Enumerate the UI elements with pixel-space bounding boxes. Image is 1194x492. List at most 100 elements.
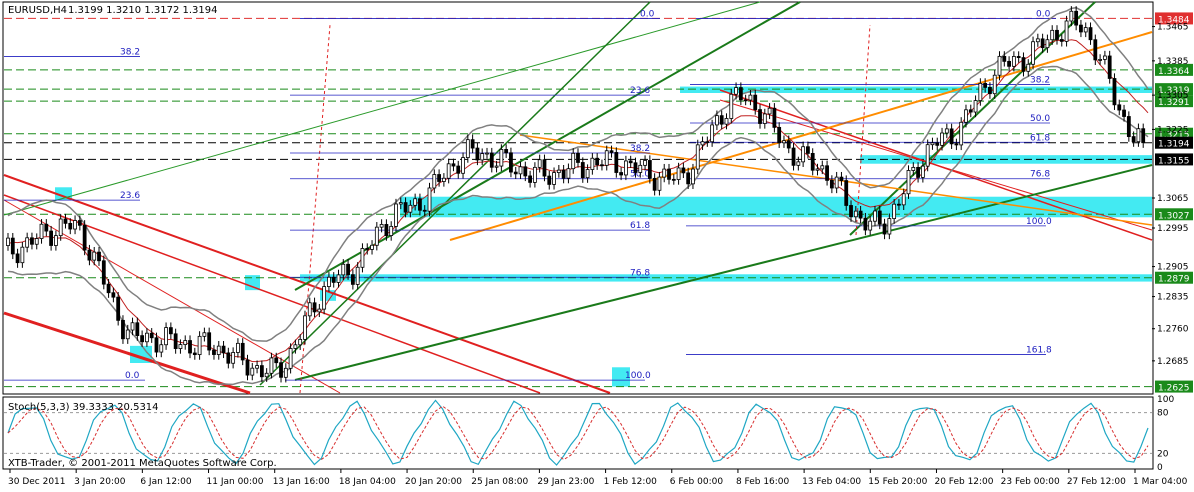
candle	[25, 237, 30, 248]
x-tick-label: 11 Jan 00:00	[207, 477, 264, 487]
candle	[44, 223, 49, 232]
candle	[1112, 78, 1117, 106]
candle	[590, 157, 595, 170]
candle	[303, 315, 307, 340]
fib-label: 50.0	[1030, 114, 1050, 124]
candle	[370, 244, 374, 250]
candle	[82, 224, 87, 251]
level-label: 1.2879	[1158, 275, 1190, 285]
candle	[1107, 55, 1112, 79]
candle	[49, 230, 54, 246]
candle	[911, 166, 916, 171]
candle	[633, 162, 638, 173]
candle	[743, 99, 748, 102]
x-tick-label: 6 Jan 12:00	[140, 477, 192, 487]
x-tick-label: 13 Jan 16:00	[273, 477, 330, 487]
trend-line	[719, 99, 1153, 231]
candle	[978, 82, 983, 101]
candle	[1117, 104, 1122, 111]
candle	[686, 172, 691, 185]
candle	[135, 322, 140, 337]
candle	[422, 209, 427, 212]
fib-label: 61.8	[1030, 133, 1050, 143]
level-badge	[1155, 63, 1193, 76]
candle	[959, 121, 964, 146]
y-tick-label: 1.3305	[1157, 91, 1189, 101]
candle	[236, 342, 240, 353]
candle	[34, 238, 39, 245]
fib-label: 61.8	[630, 221, 650, 231]
candle	[398, 202, 403, 205]
x-tick-label: 1 Mar 04:00	[1133, 477, 1188, 487]
candle	[106, 283, 111, 294]
candle	[432, 174, 437, 189]
y-tick-label: 1.2905	[1157, 263, 1189, 273]
candle	[365, 248, 370, 250]
candle	[868, 220, 873, 231]
candle	[288, 348, 293, 369]
x-tick-label: 23 Feb 00:00	[1001, 477, 1060, 487]
candle	[988, 87, 992, 95]
candle	[556, 169, 561, 173]
candle	[595, 157, 600, 166]
candle	[1026, 63, 1031, 72]
candle	[350, 274, 355, 285]
candle	[806, 146, 810, 154]
candle	[662, 168, 667, 178]
trend-line	[294, 164, 1153, 381]
candle	[638, 164, 643, 173]
candle	[518, 166, 523, 175]
y-tick-label: 1.3225	[1157, 125, 1189, 135]
candle	[480, 153, 485, 161]
stoch-axis-label: 0	[1157, 463, 1163, 473]
candle	[839, 176, 844, 181]
candle	[513, 171, 518, 175]
support-zone	[245, 275, 260, 291]
candle	[815, 168, 820, 171]
candle	[643, 160, 647, 166]
bollinger-lower	[7, 65, 1149, 386]
candle	[173, 333, 178, 349]
candle	[298, 338, 303, 346]
candle	[547, 175, 552, 185]
candle	[111, 292, 116, 298]
candle	[997, 55, 1002, 76]
candle	[10, 237, 15, 255]
candle	[58, 218, 63, 237]
candle	[528, 175, 533, 183]
candle	[274, 357, 279, 364]
candle	[269, 357, 274, 374]
candle	[949, 128, 954, 145]
candle	[758, 109, 762, 124]
x-tick-label: 29 Jan 23:00	[537, 477, 594, 487]
trend-line	[259, 1, 651, 386]
candle	[791, 147, 796, 166]
candle	[154, 337, 159, 353]
candle	[1093, 39, 1098, 61]
support-zone	[680, 86, 1152, 93]
candle	[293, 344, 298, 349]
x-tick-label: 13 Feb 04:00	[802, 477, 861, 487]
candle	[140, 335, 145, 343]
candle	[346, 263, 350, 276]
y-tick-label: 1.2835	[1157, 293, 1189, 303]
candle	[317, 308, 322, 313]
candle	[259, 365, 264, 378]
level-badge	[1155, 271, 1193, 284]
candle	[786, 140, 791, 149]
candle	[125, 329, 130, 340]
candle	[341, 263, 346, 276]
candle	[30, 237, 34, 245]
candle	[992, 74, 997, 95]
watermark: XTB-Trader, © 2001-2011 MetaQuotes Softw…	[8, 458, 277, 469]
fib-label: 23.6	[120, 191, 140, 201]
level-label: 1.2625	[1158, 384, 1190, 394]
x-tick-label: 15 Feb 20:00	[868, 477, 927, 487]
candle	[231, 352, 236, 364]
y-tick-label: 1.2760	[1157, 325, 1189, 335]
fib-label: 38.2	[1030, 75, 1050, 85]
candle	[609, 150, 614, 153]
candle	[930, 142, 935, 146]
